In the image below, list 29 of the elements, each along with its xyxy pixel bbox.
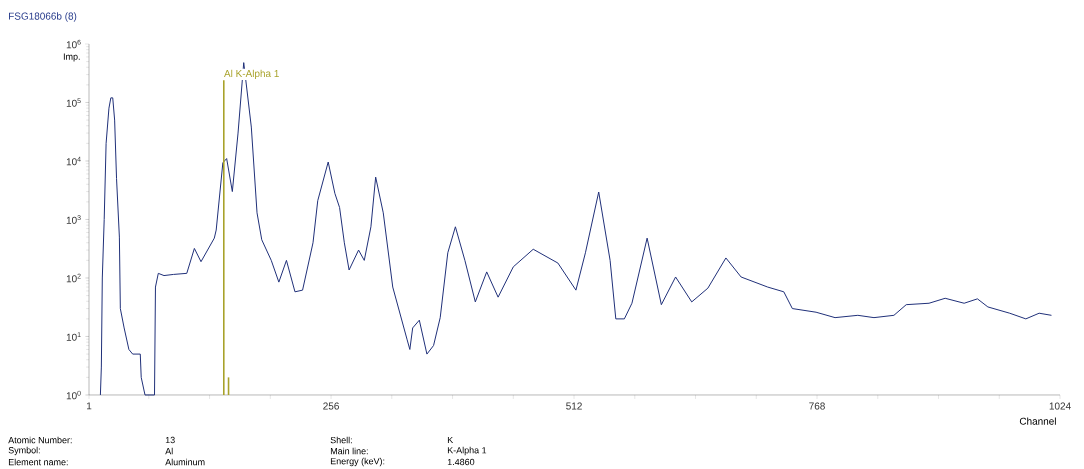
text: Element name: [8,458,68,466]
text: 1.4860 [447,458,475,466]
y-tick-label: 10$^{6}$ [66,39,81,49]
text: Main line: [330,447,368,455]
chart-title: FSG18066b (8) [9,12,77,22]
text: Atomic Number: [8,436,72,444]
x-tick-label: 768 [809,402,825,410]
x-tick-label: 1024 [1049,402,1071,410]
text: K-Alpha 1 [447,446,487,456]
text: K [447,436,454,444]
y-tick-label: 10$^{5}$ [66,98,81,107]
y-tick-label: 10$^{0}$ [66,390,81,400]
y-tick-label: 10$^{2}$ [66,273,81,283]
x-tick-label: 256 [323,402,339,410]
y-tick-label: 10$^{4}$ [66,156,81,166]
text: Shell: [330,436,352,444]
annotation: Al K-Alpha 1 [224,69,279,80]
x-tick-label: 512 [566,402,582,410]
text: Al [165,447,173,455]
text: Energy (keV): [330,457,385,467]
y-tick-label: 10$^{1}$ [66,332,81,341]
y-tick-label: 10$^{3}$ [66,215,81,224]
y-axis-title: Imp. [63,53,80,62]
x-axis-title: Channel [1019,417,1056,425]
text: Symbol: [8,446,40,456]
line-series [99,62,1052,396]
x-tick-label: 1 [87,402,92,410]
text: 13 [165,436,175,444]
text: Aluminum [165,458,205,466]
